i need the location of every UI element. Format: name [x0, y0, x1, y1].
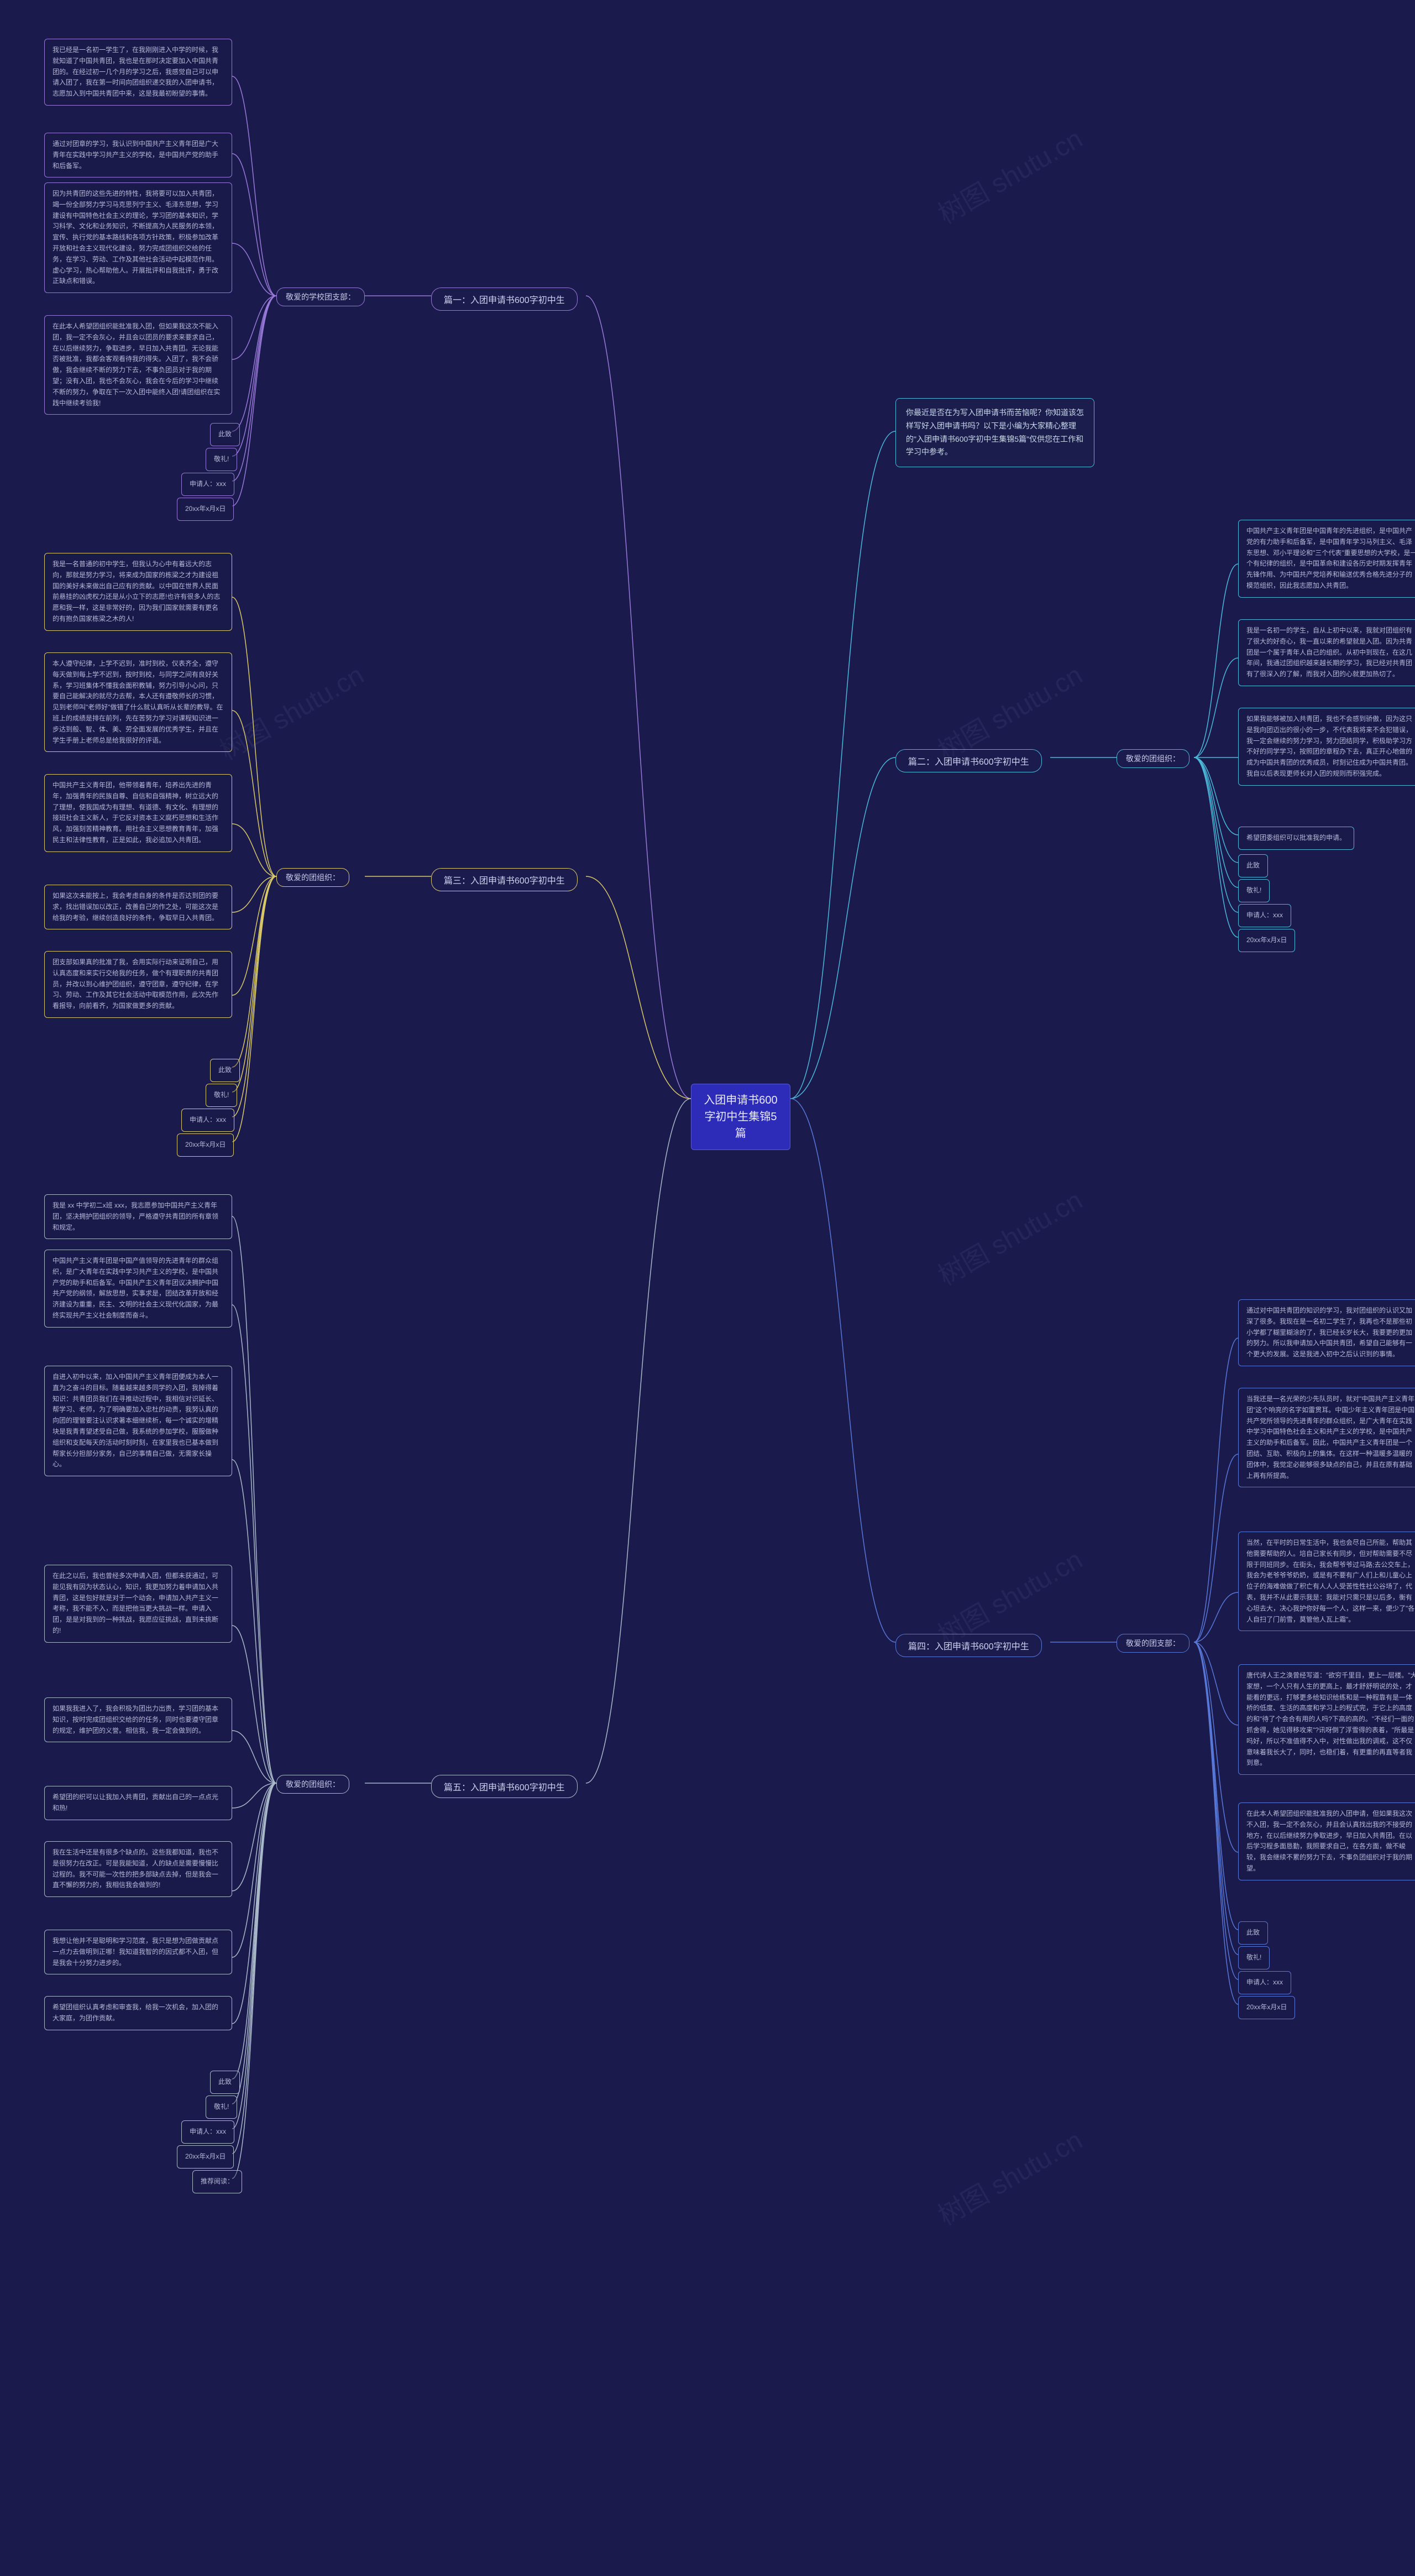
leaf-s2-c1: 敬礼! [1238, 879, 1270, 902]
leaf-s5-3: 在此之以后，我也曾经多次申请入团，但都未获通过，可能见我有因为状态认心，知识，我… [44, 1565, 232, 1643]
root-node: 入团申请书600字初中生集锦5篇 [691, 1084, 790, 1150]
leaf-s1-2: 因为共青团的这些先进的特性，我将要可以加入共青团，竭一份全部努力学习马克思列宁主… [44, 182, 232, 293]
leaf-s5-1: 中国共产主义青年团是中国产值领导的先进青年的群众组织，是广大青年在实践中学习共产… [44, 1250, 232, 1328]
sub-s5: 敬爱的团组织： [276, 1775, 349, 1794]
leaf-s1-c3: 20xx年x月x日 [177, 498, 234, 521]
leaf-s4-4: 在此本人希望团组织能批准我的入团申请，但如果我这次不入团，我一定不会灰心，并且会… [1238, 1802, 1415, 1880]
leaf-s5-c4: 推荐阅读： [192, 2170, 242, 2193]
leaf-s1-0: 我已经是一名初一学生了，在我刚刚进入中学的时候，我就知道了中国共青团，我也是在那… [44, 39, 232, 106]
leaf-s4-c2: 申请人：xxx [1238, 1971, 1291, 1994]
section-s2: 篇二：入团申请书600字初中生 [895, 749, 1042, 772]
leaf-s5-0: 我是 xx 中学初二x班 xxx，我志愿参加中国共产主义青年团，坚决拥护团组织的… [44, 1194, 232, 1239]
leaf-s4-c3: 20xx年x月x日 [1238, 1996, 1295, 2019]
leaf-s1-c0: 此致 [210, 423, 240, 446]
leaf-s5-5: 希望团的织可以让我加入共青团，贡献出自己的一点点光和热! [44, 1786, 232, 1820]
leaf-s1-1: 通过对团章的学习，我认识到中国共产主义青年团是广大青年在实践中学习共产主义的学校… [44, 133, 232, 177]
leaf-s3-c1: 敬礼! [206, 1084, 237, 1107]
sub-s2: 敬爱的团组织： [1117, 749, 1189, 768]
leaf-s4-1: 当我还是一名光荣的少先队员时，就对"中国共产主义青年团"这个响亮的名字如雷贯耳。… [1238, 1388, 1415, 1487]
leaf-s1-3: 在此本人希望团组织能批准我入团，但如果我这次不能入团，我一定不会灰心，并且会以团… [44, 315, 232, 415]
leaf-s3-c2: 申请人：xxx [181, 1109, 234, 1132]
leaf-s2-c2: 申请人：xxx [1238, 904, 1291, 927]
leaf-s2-0: 中国共产主义青年团是中国青年的先进组织，是中国共产党的有力助手和后备军，是中国青… [1238, 520, 1415, 598]
leaf-s4-2: 当然，在平时的日常生活中，我也会尽自己所能，帮助其他需要帮助的人。培自己家长有同… [1238, 1532, 1415, 1631]
leaf-s5-7: 我想让他并不是聪明和学习范度，我只是想为团做贡献点一点力去做明到正哪！我知道我智… [44, 1930, 232, 1974]
leaf-s2-1: 我是一名初一的学生，自从上初中以来，我就对团组织有了很大的好奇心，我一直以来的希… [1238, 619, 1415, 686]
leaf-s2-3: 希望团委组织可以批准我的申请。 [1238, 827, 1354, 850]
leaf-s5-6: 我在生活中还是有很多个缺点的。这些我都知道，我也不是很努力在改正。可是我能知道，… [44, 1841, 232, 1897]
leaf-s1-c1: 敬礼! [206, 448, 237, 471]
leaf-s3-4: 团支部如果真的批准了我，会用实际行动来证明自己，用认真态度和来实行交给我的任务，… [44, 951, 232, 1018]
leaf-s3-1: 本人遵守纪律，上学不迟到，准时到校，仪表齐全，遵守每天做到每上学不迟到，按时到校… [44, 652, 232, 752]
leaf-s3-0: 我是一名普通的初中学生，但我认为心中有着远大的志向，那就是努力学习，将来成为国家… [44, 553, 232, 631]
leaf-s4-0: 通过对中国共青团的知识的学习，我对团组织的认识又加深了很多。我现在是一名初二学生… [1238, 1299, 1415, 1366]
leaf-s4-3: 唐代诗人王之涣曾经写道："欲穷千里目，更上一层楼。"大家想，一个人只有人生的更高… [1238, 1664, 1415, 1775]
leaf-s3-3: 如果这次未能按上，我会考虑自身的条件是否达到团的要求，找出错误加以改正，改善自己… [44, 885, 232, 929]
section-s1: 篇一：入团申请书600字初中生 [431, 288, 578, 311]
leaf-s5-8: 希望团组织认真考虑和审查我，给我一次机会，加入团的大家庭，为团作贡献。 [44, 1996, 232, 2030]
leaf-s5-c3: 20xx年x月x日 [177, 2145, 234, 2169]
watermark: 树图 shutu.cn [211, 654, 370, 767]
leaf-s2-2: 如果我能够被加入共青团，我也不会感到骄傲，因为这只是我向团迈出的很小的一步，不代… [1238, 708, 1415, 786]
leaf-s5-c0: 此致 [210, 2071, 240, 2094]
leaf-s3-2: 中国共产主义青年团，他带领着青年，培养出先进的青年，加强青年的民族自尊、自信和自… [44, 774, 232, 852]
leaf-s1-c2: 申请人：xxx [181, 473, 234, 496]
leaf-s4-c0: 此致 [1238, 1921, 1268, 1945]
leaf-s5-2: 自进入初中以来，加入中国共产主义青年团便成为本人一直为之奋斗的目标。随着越来越多… [44, 1366, 232, 1476]
sub-s3: 敬爱的团组织： [276, 868, 349, 887]
sub-s1: 敬爱的学校团支部： [276, 288, 365, 306]
intro-node: 你最近是否在为写入团申请书而苦恼呢？你知道该怎样写好入团申请书吗？以下是小编为大… [895, 398, 1094, 467]
leaf-s3-c3: 20xx年x月x日 [177, 1133, 234, 1157]
leaf-s5-4: 如果我我进入了，我会积极为团出力出责，学习团的基本知识，按时完成团组织交给的的任… [44, 1697, 232, 1742]
section-s5: 篇五：入团申请书600字初中生 [431, 1775, 578, 1798]
leaf-s4-c1: 敬礼! [1238, 1946, 1270, 1969]
watermark: 树图 shutu.cn [930, 117, 1088, 231]
leaf-s2-c3: 20xx年x月x日 [1238, 929, 1295, 952]
leaf-s2-c0: 此致 [1238, 854, 1268, 877]
sub-s4: 敬爱的团支部： [1117, 1634, 1189, 1653]
section-s4: 篇四：入团申请书600字初中生 [895, 1634, 1042, 1657]
watermark: 树图 shutu.cn [930, 1179, 1088, 1293]
leaf-s5-c1: 敬礼! [206, 2096, 237, 2119]
leaf-s5-c2: 申请人：xxx [181, 2120, 234, 2144]
watermark: 树图 shutu.cn [930, 2119, 1088, 2233]
leaf-s3-c0: 此致 [210, 1059, 240, 1082]
section-s3: 篇三：入团申请书600字初中生 [431, 868, 578, 891]
